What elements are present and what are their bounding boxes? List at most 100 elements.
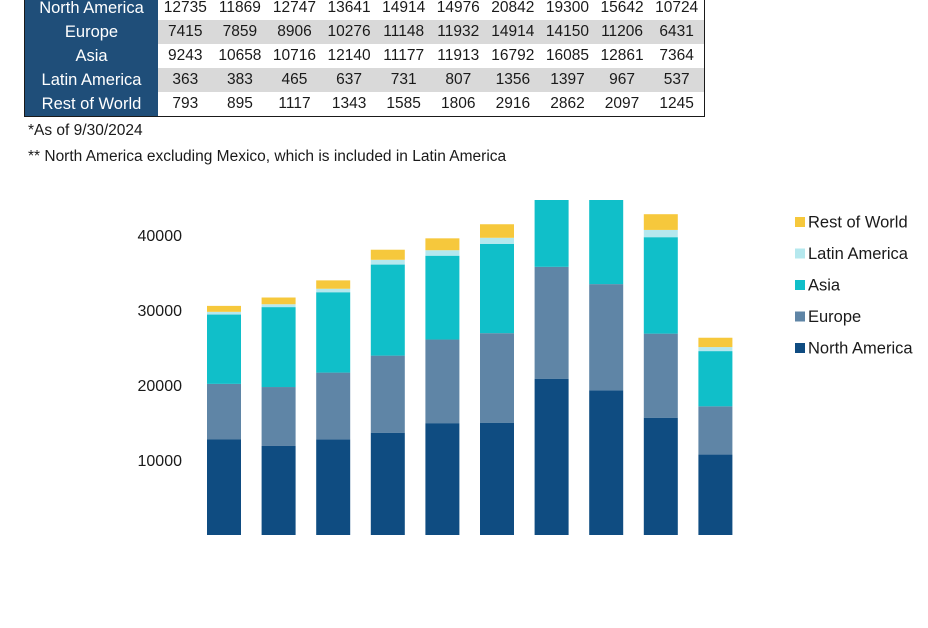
table-cell: 14976 bbox=[430, 0, 486, 20]
legend-label: Rest of World bbox=[808, 214, 908, 232]
table-cell: 6431 bbox=[649, 20, 705, 44]
table-cell: 2097 bbox=[594, 92, 650, 117]
row-header: North America bbox=[24, 0, 158, 20]
bar-segment-latin-america bbox=[207, 311, 241, 315]
legend-swatch bbox=[795, 248, 805, 259]
table-cell: 8906 bbox=[267, 20, 322, 44]
bar-segment-north-america bbox=[316, 439, 351, 535]
bar-segment-north-america bbox=[425, 423, 460, 535]
table-cell: 12747 bbox=[267, 0, 322, 20]
table-cell: 1343 bbox=[321, 92, 377, 117]
bar-segment-asia bbox=[425, 255, 460, 340]
bar-segment-north-america bbox=[643, 417, 678, 535]
legend-swatch bbox=[795, 343, 805, 353]
table-cell: 7415 bbox=[158, 20, 213, 44]
legend-label: North America bbox=[808, 340, 913, 358]
bar-segment-europe bbox=[370, 355, 405, 433]
bar-segment-asia bbox=[480, 243, 514, 334]
table-cell: 7859 bbox=[212, 20, 268, 44]
table-cell: 16085 bbox=[540, 44, 595, 68]
bar-segment-europe bbox=[698, 406, 733, 455]
table-cell: 12735 bbox=[158, 0, 213, 20]
bar-segment-asia bbox=[534, 200, 569, 267]
table-cell: 14150 bbox=[540, 20, 595, 44]
table-cell: 15642 bbox=[594, 0, 650, 20]
bar-segment-europe bbox=[261, 387, 296, 446]
bar-segment-rest-of-world bbox=[643, 214, 678, 230]
bar-segment-rest-of-world bbox=[207, 305, 241, 312]
bar-segment-asia bbox=[698, 351, 733, 407]
table-cell: 10276 bbox=[321, 20, 377, 44]
table-cell: 9243 bbox=[158, 44, 213, 68]
bar-segment-europe bbox=[643, 333, 678, 418]
bar-segment-latin-america bbox=[261, 304, 296, 308]
bar-segment-latin-america bbox=[643, 229, 678, 238]
table-cell: 967 bbox=[594, 68, 650, 92]
bar-segment-asia bbox=[643, 237, 678, 334]
row-header: Latin America bbox=[24, 68, 158, 92]
row-header: Rest of World bbox=[24, 92, 158, 117]
legend-swatch bbox=[795, 280, 805, 290]
table-cell: 7364 bbox=[649, 44, 705, 68]
table-cell: 12140 bbox=[321, 44, 377, 68]
table-cell: 10716 bbox=[267, 44, 322, 68]
legend-label: Asia bbox=[808, 277, 841, 295]
bar-segment-europe bbox=[316, 372, 351, 440]
bar-segment-rest-of-world bbox=[370, 249, 405, 260]
table-cell: 637 bbox=[321, 68, 377, 92]
table-row: Rest of World 793 895 1117 1343 1585 1806 2916 2… bbox=[24, 92, 705, 117]
table-cell: 20842 bbox=[485, 0, 541, 20]
bar-segment-europe bbox=[534, 266, 569, 379]
bar-segment-north-america bbox=[261, 445, 296, 535]
table-cell: 363 bbox=[158, 68, 213, 92]
bar-segment-asia bbox=[261, 307, 296, 388]
as-of-note: *As of 9/30/2024 bbox=[28, 122, 143, 139]
table-cell: 14914 bbox=[376, 0, 431, 20]
table-cell: 383 bbox=[212, 68, 268, 92]
y-tick-label: 30000 bbox=[138, 303, 183, 320]
table-cell: 16792 bbox=[485, 44, 541, 68]
bar-segment-europe bbox=[589, 284, 624, 391]
table-cell: 537 bbox=[649, 68, 705, 92]
bar-segment-north-america bbox=[207, 439, 241, 535]
table-row: Asia 9243 10658 10716 12140 11177 11913 16792 16… bbox=[24, 44, 705, 68]
table-cell: 793 bbox=[158, 92, 213, 117]
table-cell: 11148 bbox=[376, 20, 431, 44]
bar-segment-rest-of-world bbox=[316, 280, 351, 289]
table-cell: 11177 bbox=[376, 44, 431, 68]
table-cell: 731 bbox=[376, 68, 431, 92]
bar-segment-europe bbox=[480, 333, 514, 423]
y-axis: 100002000030000400005000060000 bbox=[138, 228, 183, 470]
table-cell: 1585 bbox=[376, 92, 431, 117]
row-header: Asia bbox=[24, 44, 158, 68]
legend-label: Latin America bbox=[808, 245, 909, 263]
table-row: Latin America 363 383 465 637 731 807 1356 1397 9… bbox=[24, 68, 705, 92]
table-cell: 2862 bbox=[540, 92, 595, 117]
bar-segment-north-america bbox=[370, 432, 405, 535]
table-cell: 1117 bbox=[267, 92, 322, 117]
bar-segment-asia bbox=[370, 264, 405, 356]
bar-segment-latin-america bbox=[370, 259, 405, 265]
bar-segment-rest-of-world bbox=[698, 337, 733, 348]
bar-segment-europe bbox=[207, 383, 241, 440]
data-table: North America 12735 11869 12747 13641 14914 14… bbox=[24, 0, 705, 117]
table-cell: 1245 bbox=[649, 92, 705, 117]
table-cell: 1397 bbox=[540, 68, 595, 92]
bar-segment-north-america bbox=[589, 390, 624, 535]
legend-swatch bbox=[795, 311, 805, 322]
y-tick-label: 40000 bbox=[138, 228, 183, 245]
table-cell: 11869 bbox=[212, 0, 268, 20]
table-cell: 11932 bbox=[430, 20, 486, 44]
table-row: North America 12735 11869 12747 13641 14914 14… bbox=[24, 0, 705, 20]
bar-segment-europe bbox=[425, 339, 460, 424]
table-cell: 2916 bbox=[485, 92, 541, 117]
table-cell: 807 bbox=[430, 68, 486, 92]
y-tick-label: 10000 bbox=[138, 453, 183, 470]
table-cell: 10658 bbox=[212, 44, 268, 68]
bar-segment-latin-america bbox=[480, 237, 514, 244]
bar-segment-asia bbox=[589, 200, 624, 285]
bar-segment-asia bbox=[316, 292, 351, 373]
table-row: Europe 7415 7859 8906 10276 11148 11932 14914 14… bbox=[24, 20, 705, 44]
table-cell: 1356 bbox=[485, 68, 541, 92]
bar-segment-rest-of-world bbox=[480, 224, 514, 238]
